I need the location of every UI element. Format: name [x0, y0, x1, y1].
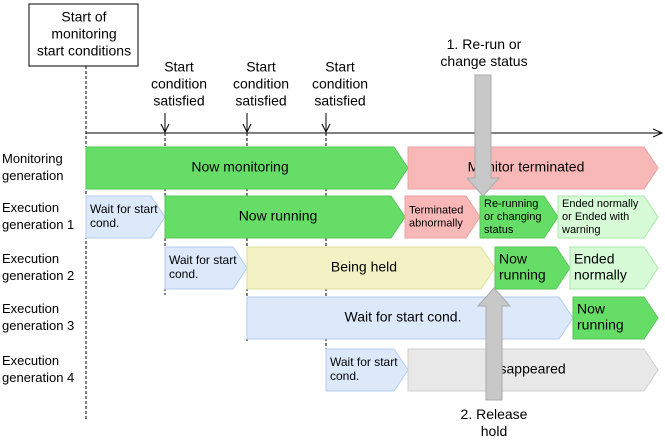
status-text: Ended normally	[562, 198, 639, 210]
condition-label: condition	[233, 76, 289, 92]
condition-arrow-head	[242, 123, 252, 134]
condition-label: Start	[325, 59, 355, 75]
status-text: warning	[561, 224, 601, 236]
row-label: Monitoring	[2, 151, 63, 166]
status-text: Now	[499, 251, 528, 267]
start-box-text: monitoring	[51, 26, 116, 42]
status-text: normally	[574, 267, 627, 283]
start-box-text: start conditions	[37, 43, 131, 59]
status-text: status	[484, 224, 514, 236]
status-text: or changing	[484, 211, 542, 223]
status-arrow	[479, 195, 559, 239]
status-text: running	[577, 317, 624, 333]
status-text: cond.	[90, 216, 119, 230]
status-arrow	[572, 296, 659, 340]
status-arrow	[557, 195, 659, 239]
start-box-text: Start of	[61, 9, 106, 25]
status-text: cond.	[169, 267, 198, 281]
status-text: running	[499, 267, 546, 283]
status-text: Being held	[331, 259, 397, 275]
status-arrow	[325, 348, 409, 392]
condition-label: satisfied	[153, 93, 204, 109]
callout-text: 2. Release	[461, 406, 528, 422]
callout-arrow	[465, 74, 501, 197]
status-text: Wait for start	[90, 202, 158, 216]
status-arrow	[246, 246, 496, 290]
status-arrow	[85, 146, 409, 190]
status-text: Re-running	[484, 198, 538, 210]
status-text: Now running	[239, 208, 318, 224]
condition-arrow-head	[160, 123, 170, 134]
status-text: Terminated	[409, 204, 463, 216]
condition-label: Start	[164, 59, 194, 75]
row-label: generation 3	[2, 318, 74, 333]
condition-arrow-head	[321, 123, 331, 134]
callout-text: 1. Re-run or	[447, 36, 522, 52]
row-label: generation 4	[2, 370, 74, 385]
condition-label: satisfied	[235, 93, 286, 109]
callout-text: change status	[440, 53, 527, 69]
row-label: generation 1	[2, 217, 74, 232]
condition-label: condition	[312, 76, 368, 92]
status-text: Disappeared	[486, 361, 565, 377]
condition-label: condition	[151, 76, 207, 92]
row-label: Execution	[2, 251, 59, 266]
status-text: Wait for start	[330, 355, 398, 369]
status-text: cond.	[330, 369, 359, 383]
status-text: Monitor terminated	[468, 159, 585, 175]
status-arrow	[494, 246, 571, 290]
row-label: Execution	[2, 353, 59, 368]
callout-arrow	[476, 287, 512, 401]
status-arrow	[164, 246, 248, 290]
condition-label: Start	[246, 59, 276, 75]
status-arrow	[569, 246, 659, 290]
status-arrow	[404, 195, 481, 239]
row-label: Execution	[2, 200, 59, 215]
start-box	[28, 3, 139, 67]
status-text: or Ended with	[562, 211, 629, 223]
row-label: generation 2	[2, 268, 74, 283]
row-label: generation	[2, 168, 63, 183]
status-text: Wait for start cond.	[345, 309, 462, 325]
status-text: Now	[577, 301, 606, 317]
row-label: Execution	[2, 301, 59, 316]
callout-text: hold	[481, 423, 507, 439]
status-arrow	[85, 195, 166, 239]
status-text: Wait for start	[169, 253, 237, 267]
status-text: Now monitoring	[191, 159, 288, 175]
status-arrow	[164, 195, 406, 239]
condition-label: satisfied	[314, 93, 365, 109]
status-text: abnormally	[409, 217, 463, 229]
status-arrow	[407, 348, 659, 392]
status-text: Ended	[574, 251, 614, 267]
